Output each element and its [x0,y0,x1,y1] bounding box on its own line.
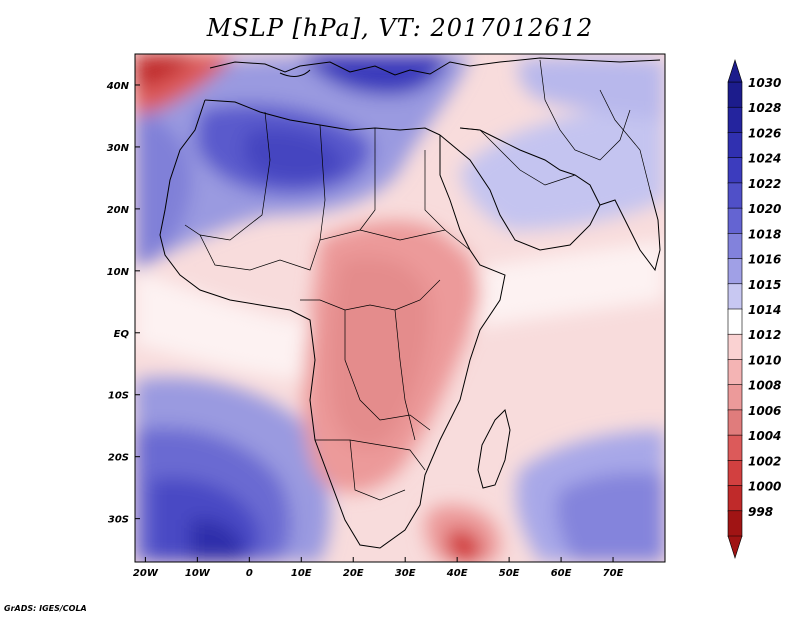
africa-coastline [159,99,506,549]
x-tick-label: 20W [133,568,159,579]
x-tick-label: 50E [499,568,520,579]
colorbar-swatch [727,81,743,109]
border-line [424,150,446,231]
border-line [315,439,426,471]
colorbar-label: 1006 [748,404,781,418]
border-line [344,310,431,431]
colorbar-min-triangle [727,535,743,559]
border-line [184,111,271,241]
colorbar-label: 998 [748,505,773,519]
colorbar-label: 1022 [748,177,781,191]
colorbar-max-triangle [727,59,743,83]
colorbar-swatch [727,510,743,537]
border-line [349,439,406,501]
colorbar-swatch [727,207,743,235]
y-tick-label: 20N [107,205,130,216]
x-tick-label: 0 [246,568,253,579]
y-tick-label: 40N [106,81,130,92]
colorbar-label: 1008 [748,379,781,393]
country-borders [184,59,651,501]
border-line [459,127,576,186]
y-axis: 40N 30N 20N 10N EQ 10S 20S 30S [106,81,140,526]
grads-credit: GrADS: IGES/COLA [4,604,87,613]
colorbar-label: 1018 [748,227,781,241]
y-tick-label: 30N [107,143,130,154]
colorbar-swatch [727,283,743,310]
colorbar-label: 1026 [748,126,781,140]
colorbar-swatch [727,308,743,336]
italy-coast [279,69,311,77]
y-tick-label: 10N [107,267,130,278]
colorbar-label: 1000 [748,480,781,494]
border-line [599,89,651,191]
colorbar-swatch [727,359,743,386]
mediterranean-coast [204,99,441,136]
colorbar-swatch [727,132,743,159]
colorbar-label: 1012 [748,328,781,342]
coastlines [159,57,661,549]
north-coastline [209,57,661,76]
x-tick-label: 30E [395,568,416,579]
colorbar-label: 1020 [748,202,781,216]
colorbar-swatch [727,460,743,487]
colorbar-swatch [727,182,743,209]
colorbar-label: 1030 [748,76,781,90]
colorbar: 1030 1028 1026 1024 1022 1020 1018 1016 1015 1014… [727,59,781,559]
colorbar-swatch [727,409,743,436]
y-tick-label: 20S [108,453,129,464]
colorbar-swatch [727,106,743,134]
colorbar-label: 1028 [748,101,781,115]
border-line [199,229,471,271]
colorbar-label: 1014 [748,303,781,317]
x-tick-label: 10E [291,568,312,579]
x-tick-label: 10W [185,568,211,579]
border-line [319,124,326,241]
colorbar-swatch [727,434,743,462]
border-line [359,128,376,231]
madagascar-coastline [477,409,511,489]
colorbar-label: 1010 [748,353,781,367]
colorbar-swatch [727,333,743,361]
y-tick-label: 10S [108,391,129,402]
colorbar-label: 1004 [748,429,781,443]
x-tick-label: 60E [551,568,572,579]
chart-title: MSLP [hPa], VT: 2017012612 [206,14,594,42]
colorbar-swatch [727,384,743,411]
y-tick-label: 30S [108,515,129,526]
plot-frame [134,53,666,563]
border-line [394,309,416,441]
colorbar-swatch [727,258,743,285]
colorbar-swatch [727,157,743,184]
colorbar-swatch [727,233,743,260]
x-tick-label: 70E [603,568,624,579]
x-tick-label: 20E [343,568,364,579]
colorbar-label: 1016 [748,253,781,267]
colorbar-swatch [727,485,743,512]
x-axis: 20W 10W 0 10E 20E 30E 40E 50E 60E 70E [133,557,624,579]
colorbar-label: 1002 [748,454,781,468]
india-coastline [599,189,661,272]
border-line [300,279,441,311]
x-tick-label: 40E [446,568,468,579]
colorbar-label: 1024 [748,152,781,166]
colorbar-label: 1015 [748,278,781,292]
y-tick-label: EQ [114,329,130,340]
border-line [539,59,631,161]
